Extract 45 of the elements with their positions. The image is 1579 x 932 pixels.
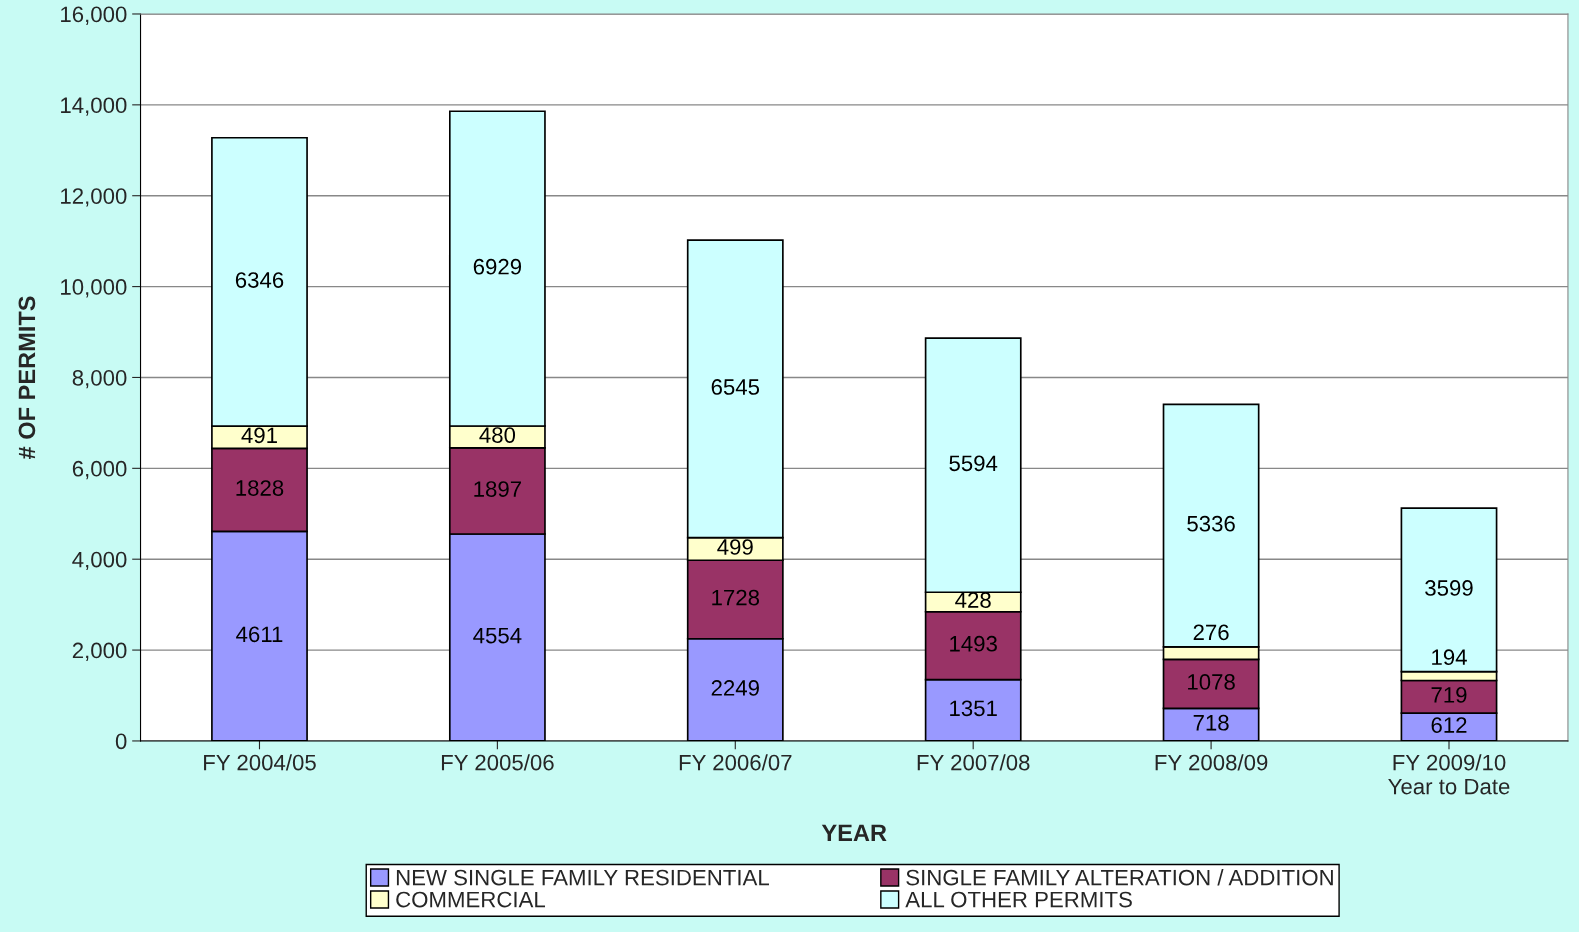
y-tick-label: 8,000 — [72, 369, 127, 389]
x-tick-label: FY 2009/10 Year to Date — [1388, 754, 1510, 795]
data-label: 4554 — [473, 627, 522, 644]
data-label: 612 — [1431, 717, 1467, 733]
data-label: 1351 — [950, 700, 997, 717]
data-label: 1728 — [712, 589, 760, 606]
data-label: 276 — [1193, 624, 1229, 641]
data-label: 6346 — [235, 272, 284, 288]
y-tick-label: 6,000 — [72, 460, 127, 480]
data-label: 1078 — [1188, 674, 1235, 690]
data-label: 2249 — [711, 680, 759, 696]
x-tick-label: FY 2007/08 — [917, 754, 1030, 771]
legend-label: ALL OTHER PERMITS — [905, 891, 1132, 908]
data-label: 491 — [241, 427, 277, 444]
data-label: 1897 — [474, 481, 521, 497]
y-tick-label: 14,000 — [61, 97, 127, 116]
data-label: 194 — [1432, 649, 1467, 666]
data-label: 4611 — [236, 626, 283, 643]
y-tick-label: 4,000 — [72, 551, 127, 571]
data-label: 5594 — [949, 455, 998, 472]
data-label: 719 — [1431, 687, 1467, 703]
y-axis-title: # OF PERMITS — [18, 296, 36, 460]
data-label: 5336 — [1187, 515, 1235, 532]
legend-label: NEW SINGLE FAMILY RESIDENTIAL — [396, 869, 769, 886]
data-label: 1828 — [236, 480, 284, 496]
x-axis-title: YEAR — [821, 824, 887, 841]
data-label: 3599 — [1425, 580, 1473, 596]
y-tick-label: 12,000 — [61, 188, 127, 207]
data-label: 499 — [717, 539, 753, 555]
x-tick-label: FY 2004/05 — [204, 754, 316, 771]
y-tick-label: 0 — [115, 733, 127, 750]
x-tick-label: FY 2005/06 — [441, 754, 554, 771]
data-label: 6545 — [711, 379, 760, 395]
x-tick-label: FY 2008/09 — [1155, 754, 1268, 771]
legend-label: COMMERCIAL — [396, 891, 546, 908]
y-tick-label: 2,000 — [72, 642, 127, 661]
data-label: 480 — [479, 427, 516, 443]
x-tick-label: FY 2006/07 — [679, 754, 792, 771]
data-label: 428 — [955, 592, 991, 608]
data-label: 718 — [1193, 714, 1229, 731]
data-label: 1493 — [950, 635, 997, 652]
legend-label: SINGLE FAMILY ALTERATION / ADDITION — [906, 869, 1333, 886]
data-label: 6929 — [473, 258, 522, 275]
y-tick-label: 16,000 — [61, 6, 127, 25]
y-tick-label: 10,000 — [61, 279, 127, 298]
